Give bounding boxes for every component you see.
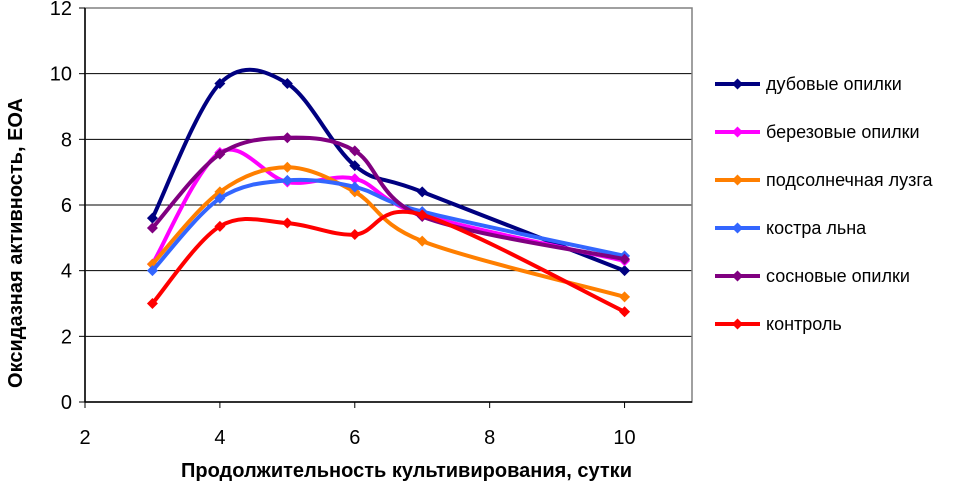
data-point (349, 173, 361, 185)
legend-swatch-marker (732, 126, 743, 138)
data-point (146, 222, 158, 234)
series-2 (146, 146, 631, 270)
data-point (281, 217, 293, 229)
data-point (281, 78, 293, 90)
data-point (146, 212, 158, 224)
series-5 (146, 132, 631, 265)
x-tick-label: 6 (349, 427, 360, 449)
series-line (150, 135, 627, 262)
legend-label: дубовые опилки (766, 74, 902, 94)
data-point (619, 291, 631, 303)
data-point (146, 265, 158, 277)
series-line (150, 67, 627, 273)
data-point (214, 192, 226, 204)
legend-swatch-marker (732, 174, 743, 186)
x-tick-label: 10 (613, 427, 635, 449)
y-tick-label: 10 (50, 64, 72, 86)
axes (79, 7, 692, 408)
series-layer (146, 67, 631, 318)
legend-swatch-marker (732, 78, 743, 90)
legend-label: березовые опилки (766, 122, 920, 142)
y-tick-label: 2 (61, 326, 72, 348)
legend-entry: сосновые опилки (715, 266, 910, 286)
legend-entry: дубовые опилки (715, 74, 902, 94)
x-tick-label: 8 (484, 427, 495, 449)
data-point (214, 148, 226, 160)
legend-entry: подсолнечная лузга (715, 170, 934, 190)
y-tick-label: 8 (61, 129, 72, 151)
legend-label: контроль (766, 314, 842, 334)
data-point (281, 132, 293, 144)
series-4 (146, 174, 631, 277)
legend-label: подсолнечная лузга (766, 170, 934, 190)
series-line (150, 209, 627, 314)
data-point (214, 78, 226, 90)
legend: дубовые опилки березовые опилки подсолнечн… (715, 74, 934, 334)
y-tick-label: 4 (61, 261, 72, 283)
series-1 (146, 67, 631, 277)
data-point (349, 145, 361, 157)
legend-entry: костра льна (715, 218, 867, 238)
series-6 (146, 209, 631, 318)
data-point (416, 186, 428, 198)
y-tick-label: 0 (61, 392, 72, 414)
data-point (146, 298, 158, 309)
legend-label: сосновые опилки (766, 266, 910, 286)
legend-entry: контроль (715, 314, 842, 334)
data-point (619, 253, 631, 265)
data-point (214, 220, 226, 232)
legend-label: костра льна (766, 218, 867, 238)
x-tick-label: 2 (79, 427, 90, 449)
legend-swatch-marker (732, 222, 743, 234)
data-point (619, 306, 631, 318)
legend-entry: березовые опилки (715, 122, 920, 142)
y-tick-label: 12 (50, 0, 72, 20)
y-axis-label: Оксидазная активность, ЕОА (5, 98, 27, 388)
data-point (281, 161, 293, 173)
x-axis-label: Продолжительность культивирования, сутки (181, 460, 632, 482)
data-point (281, 174, 293, 186)
gridlines (85, 73, 692, 337)
x-tick-label: 4 (214, 427, 225, 449)
data-point (619, 265, 631, 277)
data-point (416, 209, 428, 221)
legend-swatch-marker (732, 270, 743, 282)
series-line (150, 177, 627, 273)
data-point (349, 160, 361, 172)
data-point (349, 181, 361, 193)
y-tick-label: 6 (61, 195, 72, 217)
data-point (349, 229, 361, 241)
data-point (416, 235, 428, 247)
legend-swatch-marker (732, 318, 743, 330)
